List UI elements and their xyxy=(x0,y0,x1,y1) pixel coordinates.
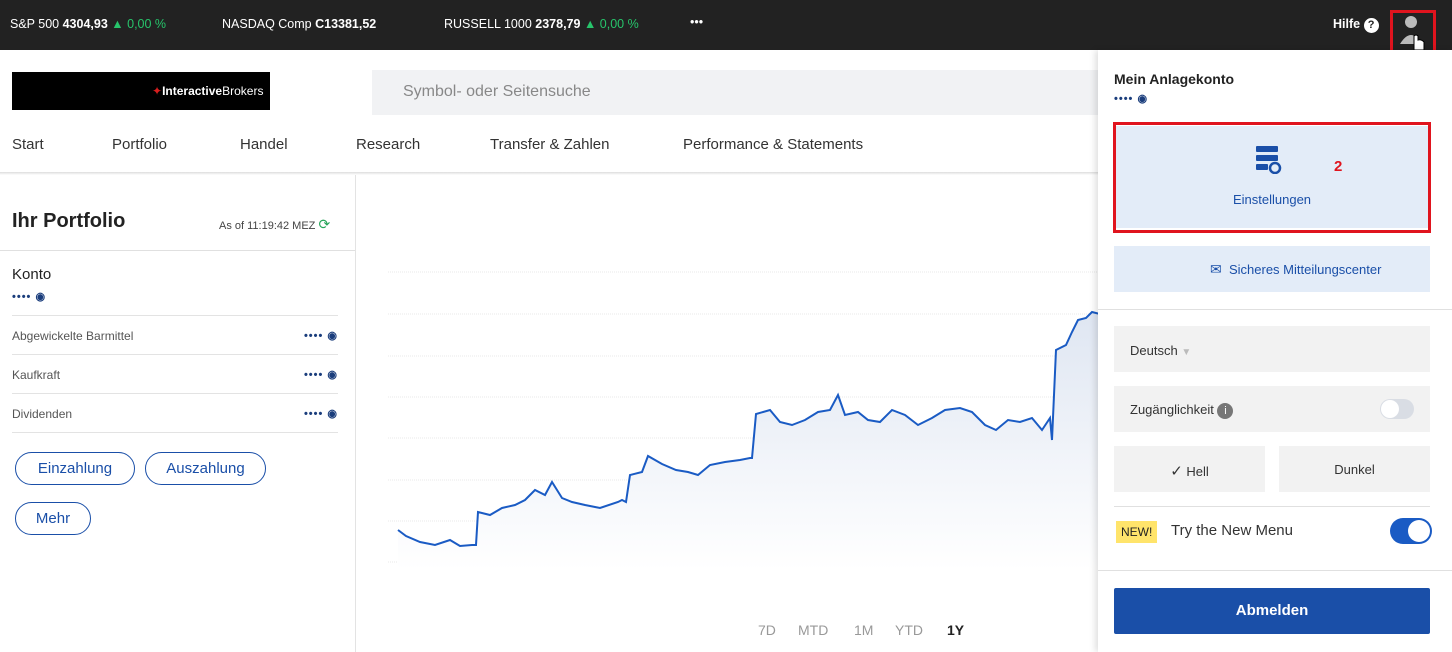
ticker-bar xyxy=(0,0,1452,50)
text: •••• xyxy=(1114,93,1134,105)
user-icon[interactable] xyxy=(1398,14,1428,54)
divider xyxy=(0,172,1100,175)
help[interactable]: Hilfe ? xyxy=(1333,17,1379,33)
new-menu-toggle[interactable] xyxy=(1390,518,1432,544)
language-select[interactable]: Deutsch ▼ xyxy=(1114,326,1430,372)
ticker: NASDAQ Comp C13381,52 xyxy=(222,17,376,31)
portfolio-chart xyxy=(388,271,1100,570)
separator xyxy=(1098,570,1452,571)
ticker-name: RUSSELL 1000 xyxy=(444,17,532,31)
ticker-value: 4304,93 xyxy=(62,17,108,31)
text: •••• xyxy=(303,408,324,420)
ticker-more[interactable]: ••• xyxy=(690,15,704,29)
theme-dark[interactable]: Dunkel xyxy=(1279,446,1430,492)
button[interactable]: Mehr xyxy=(15,502,91,535)
annotation-box xyxy=(1113,122,1431,233)
ticker-name: NASDAQ Comp xyxy=(222,17,312,31)
button[interactable]: Einzahlung xyxy=(15,452,135,485)
ticker-change: ▲ 0,00 % xyxy=(111,17,167,31)
text: Deutsch xyxy=(1130,343,1178,358)
text: •••• xyxy=(303,330,324,342)
separator xyxy=(1098,309,1452,310)
theme-light[interactable]: ✓ Hell xyxy=(1114,446,1265,492)
logo-bold: Interactive xyxy=(162,84,223,98)
text: Zugänglichkeit xyxy=(1130,402,1214,417)
logo: ✦InteractiveBrokers xyxy=(12,72,270,110)
text: •••• xyxy=(12,291,32,303)
button[interactable]: Auszahlung xyxy=(145,452,266,485)
text: Abgewickelte Barmittel xyxy=(12,329,134,343)
nav-item[interactable]: Handel xyxy=(240,136,288,153)
ticker: RUSSELL 1000 2378,79 ▲ 0,00 % xyxy=(444,17,639,31)
nav-item[interactable]: Start xyxy=(12,136,44,153)
as-of-text: As of 11:19:42 MEZ xyxy=(219,220,316,232)
range-button[interactable]: 1M xyxy=(854,622,874,638)
messages-label: Sicheres Mitteilungscenter xyxy=(1228,262,1382,277)
ticker-value: C13381,52 xyxy=(315,17,377,31)
nav-item[interactable]: Research xyxy=(356,136,421,153)
text: Dividenden xyxy=(12,407,73,421)
range-button[interactable]: YTD xyxy=(895,622,923,638)
separator xyxy=(1114,506,1430,507)
search-box[interactable]: Symbol- oder Seitensuche xyxy=(372,70,1098,115)
help-icon: ? xyxy=(1363,18,1379,33)
ticker-value: 2378,79 xyxy=(535,17,581,31)
separator xyxy=(0,250,355,251)
logout-button[interactable]: Abmelden xyxy=(1114,588,1430,634)
range-button[interactable]: 7D xyxy=(758,622,776,638)
messages-button[interactable]: ✉ Sicheres Mitteilungscenter xyxy=(1114,246,1430,292)
logo-rest: Brokers xyxy=(222,84,264,98)
menu-mask: •••• ◉ xyxy=(1114,93,1149,105)
portfolio-title: Ihr Portfolio xyxy=(12,210,126,232)
separator xyxy=(12,315,338,316)
menu-title: Mein Anlagekonto xyxy=(1114,71,1235,87)
left-panel-border xyxy=(355,175,356,652)
range-button[interactable]: MTD xyxy=(798,622,829,638)
balance-row: Dividenden •••• ◉ xyxy=(12,394,338,433)
text: Hell xyxy=(1186,464,1209,479)
as-of: As of 11:19:42 MEZ ⟳ xyxy=(219,216,331,232)
account-mask: •••• ◉ xyxy=(12,291,47,303)
settings-icon xyxy=(1256,146,1282,174)
help-label: Hilfe xyxy=(1333,17,1361,31)
ticker-name: S&P 500 xyxy=(10,17,60,31)
nav-item[interactable]: Portfolio xyxy=(112,136,168,153)
text: Kaufkraft xyxy=(12,368,61,382)
text: •••• xyxy=(303,369,324,381)
ticker: S&P 500 4304,93 ▲ 0,00 % xyxy=(10,17,166,31)
settings-label: Einstellungen xyxy=(1232,192,1312,207)
ticker-change: ▲ 0,00 % xyxy=(583,17,639,31)
range-button[interactable]: 1Y xyxy=(947,622,965,638)
annotation: 2 xyxy=(1334,158,1343,175)
nav-item[interactable]: Performance & Statements xyxy=(683,136,864,153)
nav-item[interactable]: Transfer & Zahlen xyxy=(490,136,610,153)
new-badge: NEW! xyxy=(1116,521,1158,543)
account-label: Konto xyxy=(12,266,52,283)
accessibility-toggle[interactable] xyxy=(1380,399,1414,419)
balance-row: Abgewickelte Barmittel •••• ◉ xyxy=(12,316,338,355)
balance-row: Kaufkraft •••• ◉ xyxy=(12,355,338,394)
new-menu-label: Try the New Menu xyxy=(1171,522,1293,539)
settings-card[interactable]: Einstellungen xyxy=(1116,126,1428,228)
accessibility-row: Zugänglichkeit i xyxy=(1114,386,1430,432)
